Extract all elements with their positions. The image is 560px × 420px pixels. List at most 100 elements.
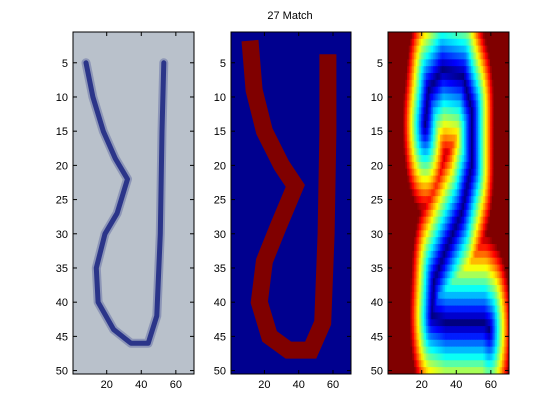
heatmap-cell — [427, 230, 431, 238]
heatmap-cell — [483, 141, 486, 149]
heatmap-cell — [476, 223, 479, 231]
heatmap-cell — [486, 223, 489, 231]
heatmap-cell — [474, 196, 477, 204]
heatmap-cell — [483, 32, 486, 40]
heatmap-cell — [507, 291, 509, 300]
heatmap-cell — [462, 291, 465, 300]
heatmap-cell — [465, 332, 469, 341]
heatmap-cell — [434, 45, 437, 54]
heatmap-cell — [400, 298, 403, 307]
heatmap-cell — [393, 189, 396, 197]
heatmap-cell — [408, 38, 412, 47]
heatmap-cell — [427, 264, 431, 272]
heatmap-cell — [458, 196, 462, 204]
heatmap-cell — [451, 312, 455, 320]
heatmap-cell — [439, 332, 443, 341]
heatmap-cell — [401, 148, 405, 156]
heatmap-cell — [407, 257, 410, 266]
heatmap-cell — [465, 59, 469, 67]
heatmap-cell — [426, 244, 429, 252]
heatmap-cell — [486, 182, 489, 190]
heatmap-cell — [408, 127, 412, 136]
heatmap-cell — [455, 298, 458, 307]
heatmap-cell — [481, 38, 484, 47]
heatmap-cell — [432, 230, 436, 238]
heatmap-cell — [455, 189, 458, 197]
heatmap-cell — [505, 278, 508, 286]
heatmap-cell — [458, 175, 462, 184]
heatmap-cell — [503, 326, 507, 334]
heatmap-cell — [489, 291, 493, 300]
heatmap-cell — [496, 285, 500, 293]
heatmap-cell — [420, 257, 424, 266]
heatmap-cell — [496, 250, 500, 259]
heatmap-cell — [500, 339, 503, 348]
heatmap-cell — [453, 271, 457, 279]
heatmap-cell — [438, 250, 441, 259]
y-tick-label: 40 — [371, 297, 383, 309]
heatmap-cell — [432, 209, 436, 218]
heatmap-cell — [426, 73, 429, 81]
heatmap-cell — [498, 52, 501, 60]
heatmap-cell — [417, 250, 420, 259]
heatmap-cell — [503, 278, 507, 286]
heatmap-cell — [495, 291, 498, 300]
heatmap-cell — [445, 66, 448, 74]
heatmap-cell — [503, 285, 507, 293]
heatmap-cell — [457, 155, 460, 163]
heatmap-cell — [488, 271, 491, 279]
heatmap-cell — [503, 120, 507, 129]
heatmap-cell — [489, 353, 493, 361]
heatmap-cell — [412, 59, 415, 67]
heatmap-cell — [462, 237, 465, 245]
heatmap-cell — [505, 120, 508, 129]
heatmap-cell — [495, 45, 498, 54]
heatmap-cell — [462, 223, 465, 231]
heatmap-cell — [481, 141, 484, 149]
heatmap-cell — [491, 298, 495, 307]
heatmap-cell — [401, 52, 405, 60]
heatmap-cell — [453, 86, 457, 95]
heatmap-cell — [403, 360, 406, 368]
heatmap-cell — [465, 155, 469, 163]
heatmap-cell — [388, 189, 391, 197]
heatmap-cell — [481, 291, 484, 300]
heatmap-cell — [462, 285, 465, 293]
heatmap-cell — [498, 319, 501, 327]
heatmap-cell — [481, 367, 484, 374]
heatmap-cell — [465, 209, 469, 218]
heatmap-cell — [401, 230, 405, 238]
heatmap-cell — [458, 291, 462, 300]
heatmap-cell — [388, 52, 391, 60]
heatmap-cell — [467, 209, 470, 218]
heatmap-cell — [491, 326, 495, 334]
heatmap-cell — [500, 196, 503, 204]
heatmap-cell — [394, 367, 398, 374]
heatmap-cell — [431, 86, 434, 95]
heatmap-cell — [443, 250, 446, 259]
heatmap-cell — [502, 38, 505, 47]
heatmap-cell — [431, 73, 434, 81]
heatmap-cell — [393, 182, 396, 190]
heatmap-cell — [503, 134, 507, 143]
heatmap-cell — [465, 38, 469, 47]
heatmap-cell — [419, 161, 422, 170]
heatmap-cell — [436, 353, 439, 361]
heatmap-cell — [472, 73, 476, 81]
heatmap-cell — [401, 32, 405, 40]
heatmap-cell — [410, 120, 413, 129]
heatmap-cell — [496, 326, 500, 334]
heatmap-cell — [455, 360, 458, 368]
heatmap-cell — [483, 305, 486, 314]
heatmap-cell — [429, 155, 432, 163]
heatmap-cell — [432, 216, 436, 225]
heatmap-cell — [486, 134, 489, 143]
heatmap-cell — [465, 141, 469, 149]
heatmap-cell — [464, 182, 467, 190]
heatmap-cell — [413, 182, 417, 190]
heatmap-cell — [445, 237, 448, 245]
heatmap-cell — [415, 52, 418, 60]
heatmap-cell — [393, 45, 396, 54]
heatmap-cell — [419, 298, 422, 307]
heatmap-cell — [483, 182, 486, 190]
